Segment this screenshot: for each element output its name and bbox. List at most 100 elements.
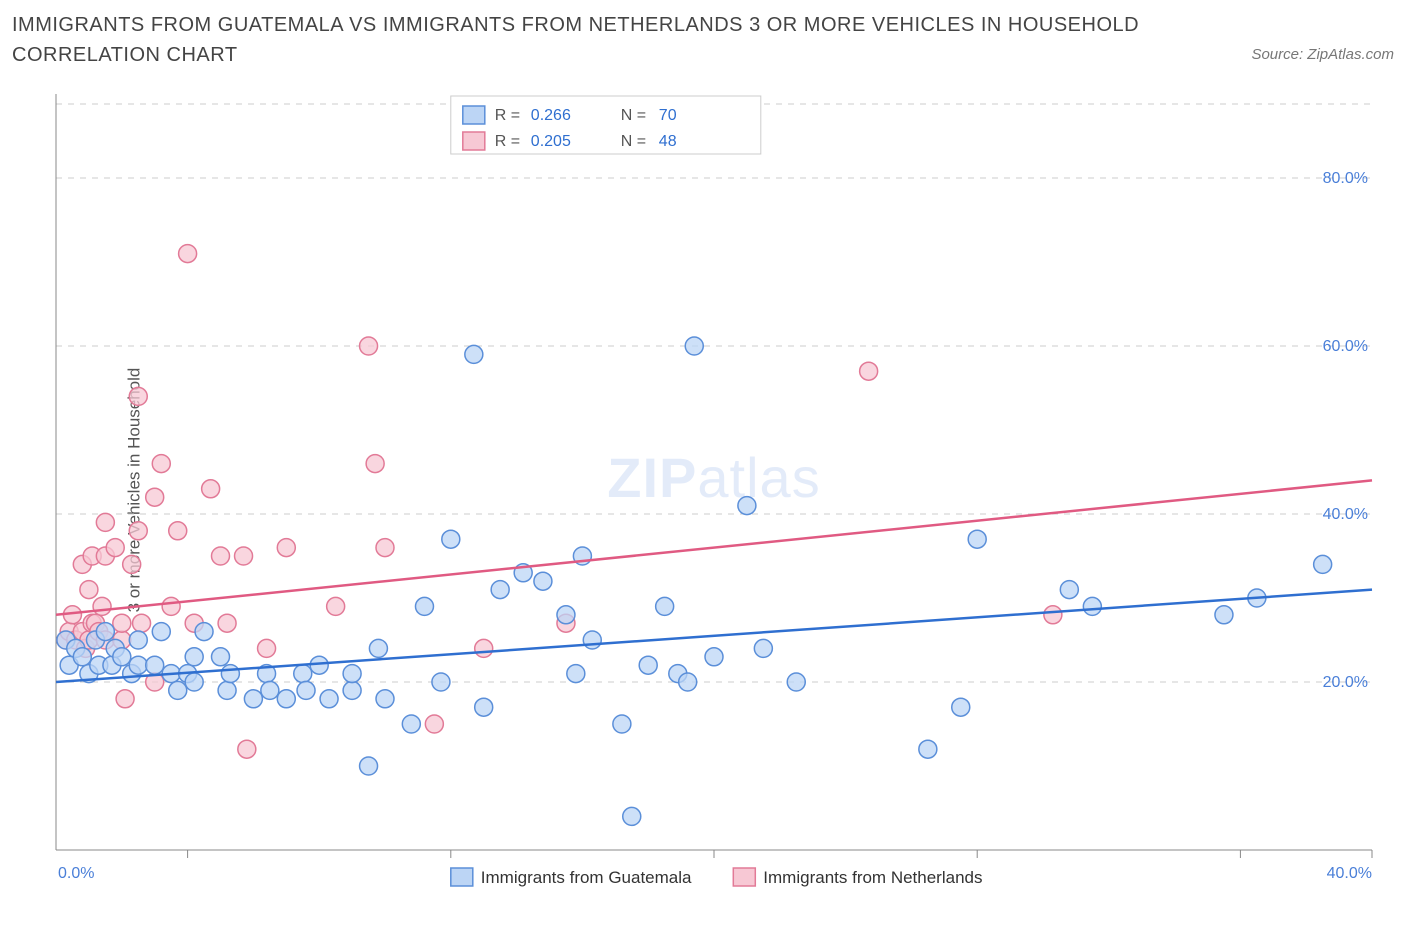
scatter-point (320, 690, 338, 708)
scatter-point (152, 455, 170, 473)
scatter-point (360, 337, 378, 355)
scatter-point (919, 740, 937, 758)
scatter-point (360, 757, 378, 775)
y-tick-label: 20.0% (1323, 674, 1368, 691)
scatter-point (787, 673, 805, 691)
x-tick-label: 40.0% (1327, 865, 1372, 882)
scatter-point (73, 648, 91, 666)
scatter-point (179, 245, 197, 263)
scatter-point (475, 639, 493, 657)
scatter-point (146, 488, 164, 506)
legend-swatch (463, 132, 485, 150)
scatter-point (369, 639, 387, 657)
scatter-point (376, 690, 394, 708)
scatter-point (129, 387, 147, 405)
chart-header: IMMIGRANTS FROM GUATEMALA VS IMMIGRANTS … (12, 10, 1394, 70)
scatter-point (442, 530, 460, 548)
scatter-point (1215, 606, 1233, 624)
scatter-point (277, 690, 295, 708)
scatter-point (557, 606, 575, 624)
bottom-legend-swatch (733, 868, 755, 886)
scatter-point (238, 740, 256, 758)
scatter-point (425, 715, 443, 733)
scatter-point (258, 639, 276, 657)
scatter-point (162, 597, 180, 615)
scatter-point (1314, 555, 1332, 573)
scatter-point (327, 597, 345, 615)
scatter-point (235, 547, 253, 565)
legend-n-value: 48 (659, 133, 677, 150)
scatter-point (376, 539, 394, 557)
scatter-point (261, 681, 279, 699)
scatter-point (123, 555, 141, 573)
scatter-point (475, 698, 493, 716)
scatter-point (169, 681, 187, 699)
scatter-point (583, 631, 601, 649)
scatter-point (679, 673, 697, 691)
scatter-point (106, 539, 124, 557)
scatter-point (212, 547, 230, 565)
scatter-point (366, 455, 384, 473)
scatter-point (93, 597, 111, 615)
scatter-point (465, 345, 483, 363)
scatter-point (491, 581, 509, 599)
scatter-point (244, 690, 262, 708)
scatter-point (277, 539, 295, 557)
legend-r-label: R = (495, 107, 520, 124)
scatter-point (754, 639, 772, 657)
scatter-point (133, 614, 151, 632)
scatter-point (146, 656, 164, 674)
chart-area: 3 or more Vehicles in Household ZIPatlas… (42, 90, 1392, 890)
legend-n-label: N = (621, 107, 646, 124)
scatter-point (96, 513, 114, 531)
scatter-point (113, 614, 131, 632)
legend-r-value: 0.266 (531, 107, 571, 124)
bottom-legend-label: Immigrants from Netherlands (763, 868, 982, 887)
svg-text:ZIPatlas: ZIPatlas (607, 446, 820, 509)
trend-line (56, 590, 1372, 682)
scatter-point (221, 665, 239, 683)
scatter-point (402, 715, 420, 733)
scatter-point (129, 631, 147, 649)
scatter-point (202, 480, 220, 498)
scatter-point (705, 648, 723, 666)
scatter-point (639, 656, 657, 674)
scatter-point (952, 698, 970, 716)
scatter-point (218, 614, 236, 632)
legend-r-value: 0.205 (531, 133, 571, 150)
scatter-point (116, 690, 134, 708)
scatter-point (129, 522, 147, 540)
scatter-point (129, 656, 147, 674)
scatter-point (685, 337, 703, 355)
scatter-point (860, 362, 878, 380)
y-tick-label: 40.0% (1323, 506, 1368, 523)
scatter-point (169, 522, 187, 540)
legend-n-value: 70 (659, 107, 677, 124)
scatter-point (297, 681, 315, 699)
scatter-chart: ZIPatlas20.0%40.0%60.0%80.0%0.0%40.0%R =… (52, 90, 1392, 890)
scatter-point (185, 648, 203, 666)
scatter-point (613, 715, 631, 733)
scatter-point (343, 665, 361, 683)
scatter-point (343, 681, 361, 699)
legend-swatch (463, 106, 485, 124)
scatter-point (152, 623, 170, 641)
bottom-legend-label: Immigrants from Guatemala (481, 868, 692, 887)
scatter-point (623, 807, 641, 825)
x-tick-label: 0.0% (58, 865, 94, 882)
scatter-point (738, 497, 756, 515)
source-label: Source: ZipAtlas.com (1251, 46, 1394, 63)
chart-title: IMMIGRANTS FROM GUATEMALA VS IMMIGRANTS … (12, 10, 1162, 70)
scatter-point (415, 597, 433, 615)
scatter-point (432, 673, 450, 691)
scatter-point (1060, 581, 1078, 599)
scatter-point (96, 623, 114, 641)
scatter-point (567, 665, 585, 683)
bottom-legend-swatch (451, 868, 473, 886)
legend-n-label: N = (621, 133, 646, 150)
legend-r-label: R = (495, 133, 520, 150)
scatter-point (185, 673, 203, 691)
scatter-point (1044, 606, 1062, 624)
scatter-point (80, 581, 98, 599)
scatter-point (212, 648, 230, 666)
